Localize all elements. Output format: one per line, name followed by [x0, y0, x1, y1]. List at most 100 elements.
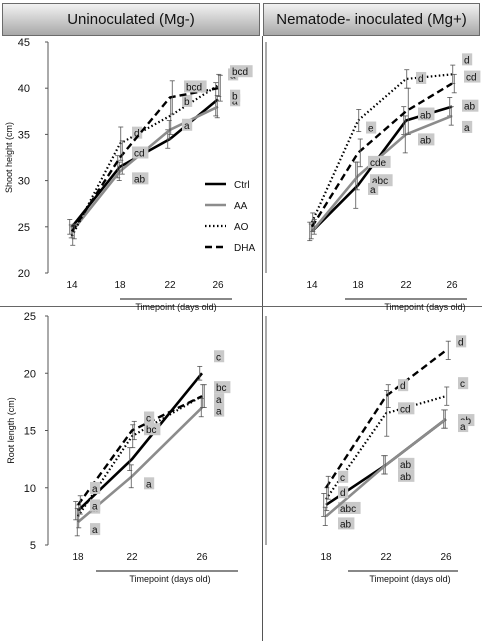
letter-bg: [214, 350, 225, 363]
letter-bg: [338, 486, 349, 499]
significance-letter: ab: [464, 102, 476, 113]
letter-bg: [230, 65, 253, 78]
chart-panel-root-uninoculated: 5 10 15 20 25 Root length (cm) 18 22 26 Timepoint…: [6, 311, 238, 584]
significance-letter: ab: [134, 174, 146, 185]
legend-label-ctrl: Ctrl: [234, 180, 250, 191]
series-line-dha: [310, 82, 453, 228]
significance-letter: e: [368, 124, 374, 135]
x-axis-label: Timepoint (days old): [369, 574, 450, 584]
x-tick-label: 18: [320, 552, 332, 563]
x-axis-label: Timepoint (days old): [384, 302, 465, 312]
significance-letter: d: [418, 74, 424, 85]
significance-letter: d: [400, 381, 406, 392]
significance-letter: a: [92, 484, 98, 495]
x-tick-label: 14: [66, 280, 78, 291]
significance-letter: a: [184, 121, 190, 132]
y-tick-label: 35: [18, 129, 30, 141]
letter-bg: [418, 133, 435, 146]
significance-letter: a: [216, 395, 222, 406]
letter-bg: [456, 335, 467, 348]
letter-bg: [462, 99, 479, 112]
letter-bg: [214, 393, 225, 406]
significance-letter: bcd: [186, 82, 202, 93]
legend-label-aa: AA: [234, 201, 248, 212]
y-tick-label: 10: [24, 483, 36, 495]
x-axis-label: Timepoint (days old): [135, 302, 216, 312]
significance-letter: b: [232, 92, 238, 103]
significance-letter: c: [146, 414, 151, 425]
y-axis-label: Shoot height (cm): [4, 122, 14, 193]
significance-letter: d: [340, 488, 346, 499]
letter-bg: [214, 404, 225, 417]
letter-bg: [462, 120, 473, 133]
y-tick-label: 20: [24, 368, 36, 380]
significance-letter: ab: [420, 110, 432, 121]
letter-bg: [132, 126, 143, 139]
y-tick-label: 5: [30, 540, 36, 552]
x-tick-label: 22: [380, 552, 392, 563]
x-axis-label: Timepoint (days old): [129, 574, 210, 584]
significance-letter: cde: [370, 158, 387, 169]
letter-bg: [398, 457, 415, 470]
letter-bg: [144, 423, 161, 436]
series-line-ao: [325, 395, 447, 500]
series-line-aa: [325, 418, 447, 518]
letter-bg: [368, 155, 391, 168]
letter-bg: [398, 469, 415, 482]
series-line-dha: [324, 349, 447, 489]
series-line-dha: [77, 395, 203, 506]
letter-bg: [458, 377, 469, 390]
letter-bg: [144, 411, 155, 424]
significance-letter: abc: [340, 504, 356, 515]
letter-bg: [184, 80, 207, 93]
x-tick-label: 22: [164, 280, 176, 291]
x-tick-label: 18: [352, 280, 364, 291]
x-tick-label: 18: [72, 552, 84, 563]
significance-letter: a: [370, 185, 376, 196]
letter-bg: [214, 381, 231, 394]
significance-letter: d: [134, 129, 140, 140]
chart-panel-shoot-inoculated: 14 18 22 26 Timepoint (days old) abc ab ab a ab a e…: [265, 42, 481, 312]
letter-bg: [462, 53, 473, 66]
letter-bg: [144, 477, 155, 490]
significance-letter: a: [146, 479, 152, 490]
row-separator: [0, 306, 482, 307]
x-tick-label: 26: [440, 552, 452, 563]
y-tick-label: 25: [18, 222, 30, 234]
letter-bg: [398, 402, 415, 415]
x-tick-label: 26: [196, 552, 208, 563]
legend-label-ao: AO: [234, 222, 249, 233]
significance-letter: d: [464, 55, 470, 66]
letter-bg: [132, 146, 149, 159]
significance-letter: ab: [400, 460, 412, 471]
letter-bg: [90, 481, 101, 494]
letter-bg: [182, 118, 193, 131]
letter-bg: [338, 470, 349, 483]
x-tick-label: 14: [306, 280, 318, 291]
x-tick-label: 26: [446, 280, 458, 291]
significance-letter: a: [464, 123, 470, 134]
significance-letter: d: [458, 337, 464, 348]
significance-letter: ab: [420, 135, 432, 146]
letter-bg: [416, 71, 427, 84]
significance-letter: cd: [400, 404, 411, 415]
letter-bg: [90, 499, 101, 512]
significance-letter: bc: [216, 383, 227, 394]
y-tick-label: 15: [24, 426, 36, 438]
letter-bg: [230, 89, 241, 102]
letter-bg: [338, 517, 355, 530]
y-tick-label: 45: [18, 37, 30, 49]
y-tick-label: 25: [24, 311, 36, 323]
significance-letter: a: [92, 501, 98, 512]
letter-bg: [182, 94, 193, 107]
letter-bg: [368, 182, 379, 195]
significance-letter: bcd: [232, 67, 248, 78]
significance-letter: ab: [340, 519, 352, 530]
significance-letter: ab: [400, 472, 412, 483]
significance-letter: c: [460, 379, 465, 390]
y-tick-label: 20: [18, 268, 30, 280]
x-tick-label: 22: [400, 280, 412, 291]
letter-bg: [366, 121, 377, 134]
significance-letter: cd: [466, 73, 477, 84]
